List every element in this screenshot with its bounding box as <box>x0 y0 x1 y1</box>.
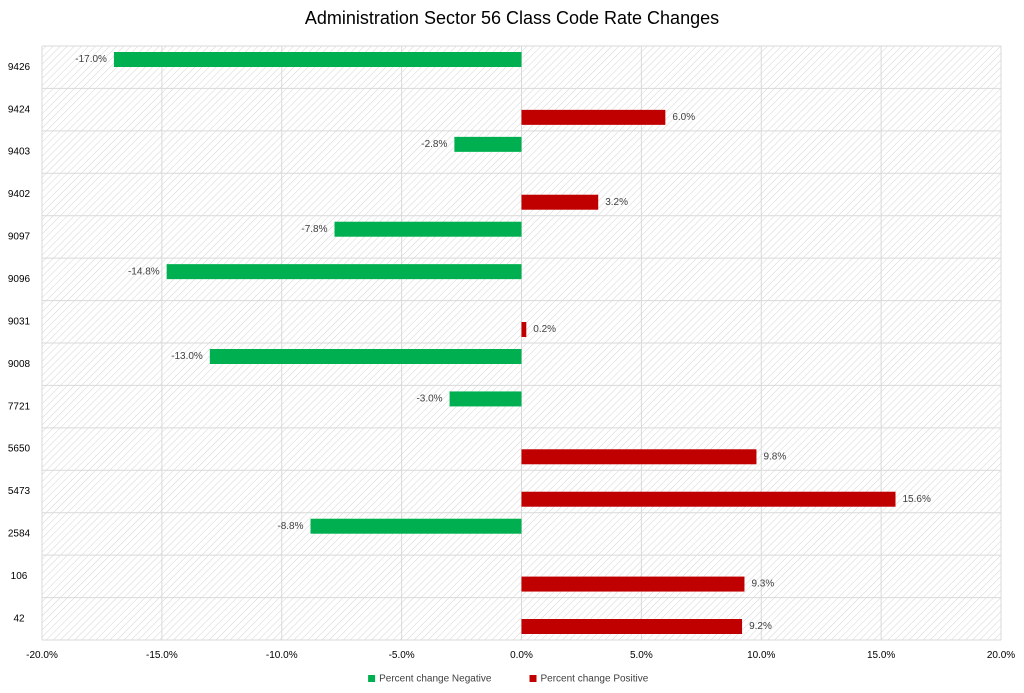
x-tick-label: 15.0% <box>867 650 895 661</box>
legend-entry: Percent change Positive <box>541 674 649 685</box>
bars <box>113 52 896 634</box>
data-label: -2.8% <box>421 139 447 150</box>
y-category-label: 9403 <box>8 147 31 158</box>
bar-negative <box>454 136 522 152</box>
bar-positive <box>521 491 896 507</box>
data-label: -7.8% <box>301 224 327 235</box>
x-tick-label: 10.0% <box>747 650 775 661</box>
data-label: 6.0% <box>672 112 695 123</box>
y-category-label: 5473 <box>8 486 31 497</box>
bar-positive <box>521 449 757 465</box>
y-category-label: 9008 <box>8 359 31 370</box>
data-label: 9.2% <box>749 621 772 632</box>
bar-negative <box>166 264 522 280</box>
x-tick-label: -20.0% <box>26 650 58 661</box>
chart-title: Administration Sector 56 Class Code Rate… <box>304 8 720 28</box>
y-category-label: 5650 <box>8 444 31 455</box>
data-label: 3.2% <box>605 197 628 208</box>
data-label: -8.8% <box>277 521 303 532</box>
y-category-label: 9096 <box>8 274 31 285</box>
labels: -20.0% -15.0% -10.0% -5.0% 0.0% 5.0% 10.0% 15.0… <box>8 54 1015 661</box>
data-label: 15.6% <box>903 494 931 505</box>
data-label: 0.2% <box>533 324 556 335</box>
x-tick-label: 5.0% <box>630 650 653 661</box>
x-tick-label: -5.0% <box>389 650 415 661</box>
legend-swatch <box>529 675 537 682</box>
bar-positive <box>521 322 527 337</box>
data-label: -17.0% <box>75 54 107 65</box>
data-label: 9.8% <box>763 451 786 462</box>
legend: Percent change Negative Percent change Po… <box>368 674 649 685</box>
gridlines <box>41 45 1002 641</box>
x-tick-label: -15.0% <box>146 650 178 661</box>
y-category-label: 2584 <box>8 529 31 540</box>
legend-entry: Percent change Negative <box>379 674 492 685</box>
bar-negative <box>209 349 522 364</box>
y-category-label: 9097 <box>8 232 31 243</box>
data-label: -14.8% <box>128 266 160 277</box>
y-category-label: 9031 <box>8 316 31 327</box>
data-label: 9.3% <box>751 579 774 590</box>
legend-swatch <box>368 675 376 682</box>
y-category-label: 9424 <box>8 104 31 115</box>
bar-positive <box>521 194 599 210</box>
bar-positive <box>521 619 743 634</box>
bar-positive <box>521 109 666 125</box>
bar-negative <box>334 221 522 237</box>
bar-negative <box>113 52 522 67</box>
y-category-label: 9426 <box>8 62 31 73</box>
data-label: -13.0% <box>171 351 203 362</box>
y-category-label: 7721 <box>8 401 31 412</box>
bar-positive <box>521 576 745 592</box>
x-tick-label: -10.0% <box>266 650 298 661</box>
data-label: -3.0% <box>416 394 442 405</box>
y-category-label: 106 <box>11 571 28 582</box>
y-category-label: 42 <box>13 613 25 624</box>
y-category-label: 9402 <box>8 189 31 200</box>
x-tick-label: 0.0% <box>510 650 533 661</box>
bar-negative <box>310 518 522 534</box>
bar-negative <box>449 391 522 407</box>
x-tick-label: 20.0% <box>987 650 1015 661</box>
